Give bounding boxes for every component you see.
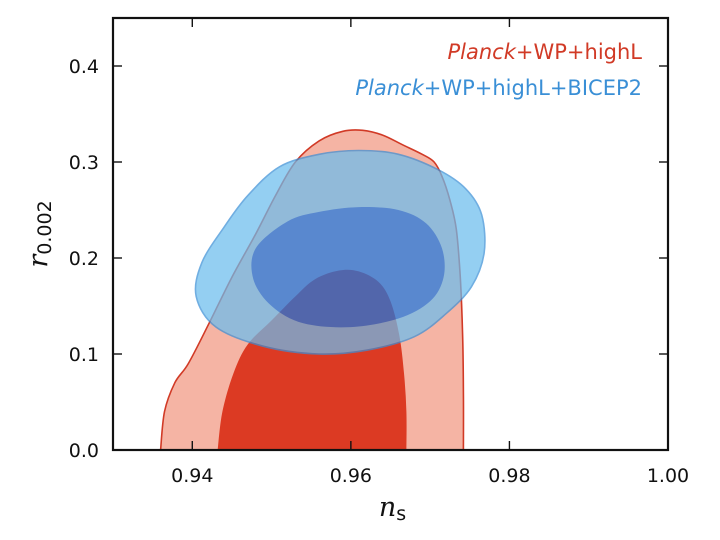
legend-entry-1: Planck+WP+highL xyxy=(448,40,643,64)
x-tick-label: 0.96 xyxy=(330,465,372,487)
x-axis-label: ns xyxy=(379,492,406,525)
y-tick-label: 0.4 xyxy=(69,56,99,78)
x-tick-label: 1.00 xyxy=(647,465,689,487)
y-axis-label-sub: 0.002 xyxy=(34,200,56,254)
legend-entry-text: +WP+highL xyxy=(516,40,642,64)
legend-entry-text: Planck xyxy=(448,40,517,64)
x-axis-label-sub: s xyxy=(396,503,406,525)
y-axis-label-main: r xyxy=(23,253,54,268)
axis-ticks: 0.94 0.96 0.98 1.00 0.0 0.1 0.2 0.3 0.4 xyxy=(69,18,689,487)
y-tick-label: 0.2 xyxy=(69,248,99,270)
plot-frame xyxy=(111,16,670,452)
y-tick-label: 0.1 xyxy=(69,344,99,366)
x-tick-label: 0.98 xyxy=(488,465,530,487)
legend-entry-2: Planck+WP+highL+BICEP2 xyxy=(355,76,642,100)
contour-68-inner-2 xyxy=(251,207,445,328)
x-tick-label: 0.94 xyxy=(171,465,213,487)
plot-area xyxy=(159,129,486,450)
legend-entry-text: Planck xyxy=(355,76,424,100)
y-tick-label: 0.3 xyxy=(69,152,99,174)
x-axis-label-main: n xyxy=(379,492,396,523)
legend-entry-text: +WP+highL+BICEP2 xyxy=(424,76,642,100)
contour-series-2 xyxy=(194,149,486,355)
y-axis-label: r0.002 xyxy=(23,200,56,267)
y-tick-label: 0.0 xyxy=(69,440,99,462)
